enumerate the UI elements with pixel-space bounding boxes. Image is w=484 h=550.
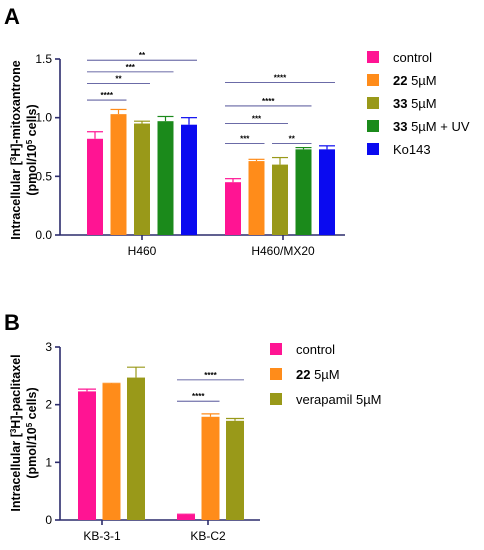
bar [319,149,335,235]
x-tick-label: H460/MX20 [251,244,315,258]
significance-label: **** [192,392,205,401]
legend-swatch [367,120,379,132]
significance-label: **** [204,371,217,380]
bar [127,377,145,520]
legend-entry: Ko143 [393,142,431,157]
panel-b-legend: control 22 5µM verapamil 5µM [270,342,382,407]
legend-entry: 33 5µM [393,96,437,111]
y-tick-label: 2 [45,398,52,412]
panel-b-ylabel-line1: Intracellular [3H]-paclitaxel [9,354,24,511]
legend-swatch [367,143,379,155]
legend-swatch [367,97,379,109]
bar [226,420,244,520]
bar [78,391,96,520]
legend-entry: control [296,342,335,357]
legend-entry: 22 5µM [296,367,340,382]
x-tick-label: KB-C2 [190,529,226,543]
y-tick-label: 3 [45,340,52,354]
bar [272,164,288,235]
legend-entry: verapamil 5µM [296,392,382,407]
panel-b: B Intracellular [3H]-paclitaxel (pmol/10… [4,310,382,543]
significance-label: **** [262,97,275,106]
legend-entry: control [393,50,432,65]
bar [102,383,121,520]
significance-label: ** [115,75,122,84]
legend-swatch [270,343,282,355]
significance-label: **** [101,91,114,100]
bar [248,161,265,235]
bar [87,138,103,235]
legend-swatch [367,74,379,86]
bar [110,114,127,235]
y-tick-label: 1.0 [35,111,52,125]
bar [134,123,150,235]
bar [181,124,197,235]
significance-label: ** [289,134,296,143]
y-tick-label: 0.0 [35,228,52,242]
panel-a-legend: control 22 5µM 33 5µM 33 5µM + UV Ko143 [367,50,470,157]
bar [295,149,312,235]
bar [177,514,195,520]
legend-swatch [270,393,282,405]
y-tick-label: 1.5 [35,52,52,66]
significance-label: *** [240,134,250,143]
significance-label: *** [126,63,136,72]
significance-label: **** [274,73,287,82]
panel-a-ylabel-line2: (pmol/105 cells) [25,104,40,195]
x-tick-label: H460 [128,244,157,258]
panel-b-plot: 0 1 2 3 KB-3-1 KB-C2 **** **** [45,340,260,543]
y-tick-label: 0.5 [35,169,52,183]
significance-label: *** [252,115,262,124]
legend-swatch [270,368,282,380]
panel-b-ylabel-line2: (pmol/105 cells) [25,387,40,478]
panel-b-letter: B [4,310,20,335]
bar [201,416,220,520]
panel-a-ylabel-line1: Intracellular [3H]-mitoxantrone [9,60,24,240]
panel-a: A Intracellular [3H]-mitoxantrone (pmol/… [4,4,470,258]
significance-label: ** [139,51,146,60]
legend-swatch [367,51,379,63]
panel-a-letter: A [4,4,20,29]
bar [225,182,241,235]
legend-entry: 22 5µM [393,73,437,88]
y-tick-label: 0 [45,513,52,527]
bar [157,121,174,235]
legend-entry: 33 5µM + UV [393,119,470,134]
y-tick-label: 1 [45,455,52,469]
x-tick-label: KB-3-1 [83,529,121,543]
